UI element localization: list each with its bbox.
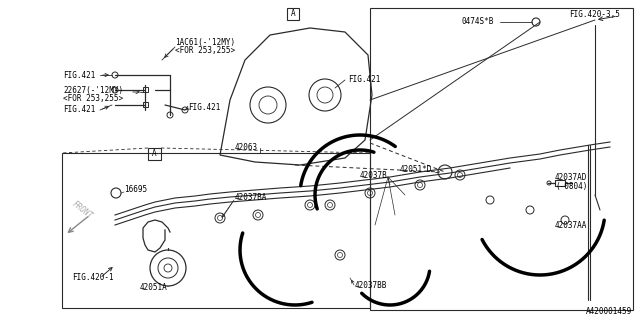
Text: FRONT: FRONT (70, 199, 94, 221)
Bar (555, 180, 565, 186)
Text: 42037B: 42037B (360, 171, 388, 180)
Text: FIG.421: FIG.421 (188, 103, 220, 113)
Text: 22627(-'12MY): 22627(-'12MY) (63, 85, 123, 94)
Text: 16695: 16695 (124, 186, 147, 195)
Text: 42037BA: 42037BA (235, 194, 268, 203)
Text: FIG.421: FIG.421 (63, 70, 95, 79)
Text: A: A (291, 10, 295, 19)
Text: FIG.420-1: FIG.420-1 (72, 274, 114, 283)
Text: 42037BB: 42037BB (355, 281, 387, 290)
Text: 1AC61(-'12MY): 1AC61(-'12MY) (175, 37, 235, 46)
Text: <FOR 253,255>: <FOR 253,255> (175, 45, 235, 54)
Text: FIG.421: FIG.421 (348, 76, 380, 84)
Bar (62, 153, 370, 308)
Text: <FOR 253,255>: <FOR 253,255> (63, 93, 123, 102)
Text: (-0804): (-0804) (555, 182, 588, 191)
Bar (370, 8, 633, 310)
Text: A420001459: A420001459 (586, 308, 632, 316)
Text: 42037AD: 42037AD (555, 173, 588, 182)
Text: 42051A: 42051A (140, 284, 168, 292)
Text: 42037AA: 42037AA (555, 220, 588, 229)
Text: 42051*D: 42051*D (400, 165, 433, 174)
Text: A: A (152, 149, 156, 158)
Bar (143, 87, 148, 92)
Bar (287, 8, 299, 20)
Text: 0474S*B: 0474S*B (462, 18, 494, 27)
Text: 42063: 42063 (235, 143, 258, 153)
Bar (148, 148, 161, 160)
Text: FIG.421: FIG.421 (63, 106, 95, 115)
Bar (143, 102, 148, 107)
Text: FIG.420-3,5: FIG.420-3,5 (569, 11, 620, 20)
